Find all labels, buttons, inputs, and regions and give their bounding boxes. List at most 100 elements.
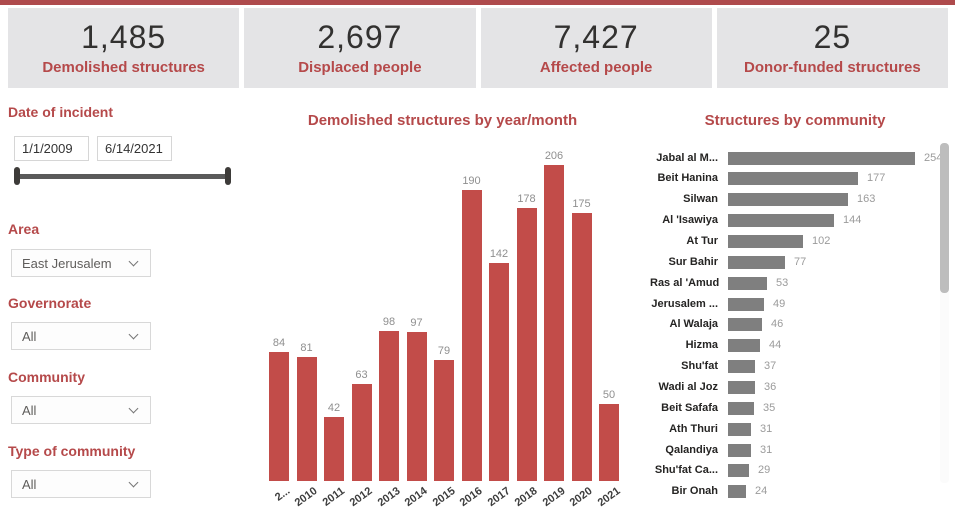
bar-value-label: 46 bbox=[771, 318, 784, 331]
community-row: Jabal al M... 254 bbox=[650, 148, 955, 169]
community-bar[interactable] bbox=[728, 339, 760, 353]
kpi-card-demolished: 1,485 Demolished structures bbox=[8, 8, 240, 88]
slider-handle-left[interactable] bbox=[14, 167, 20, 185]
year-bar[interactable] bbox=[406, 332, 427, 481]
community-bar[interactable] bbox=[728, 214, 834, 228]
community-bar[interactable] bbox=[728, 360, 755, 374]
community-bar[interactable] bbox=[728, 401, 754, 415]
x-axis-label: 2... bbox=[272, 485, 293, 504]
community-name-label: Beit Hanina bbox=[657, 172, 718, 185]
bar-value-label: 42 bbox=[327, 402, 341, 414]
type-of-community-dropdown[interactable]: All bbox=[11, 470, 151, 498]
year-bar[interactable] bbox=[599, 404, 619, 481]
kpi-cards-row: 1,485 Demolished structures 2,697 Displa… bbox=[8, 8, 948, 88]
kpi-value: 25 bbox=[813, 18, 852, 55]
community-row: Qalandiya 31 bbox=[650, 440, 955, 461]
community-row: Silwan 163 bbox=[650, 189, 955, 210]
community-name-label: Ras al 'Amud bbox=[650, 276, 720, 289]
x-axis-label: 2017 bbox=[485, 485, 513, 510]
x-axis-label: 2014 bbox=[402, 485, 430, 510]
x-axis-label: 2016 bbox=[457, 485, 485, 510]
date-range-slider[interactable] bbox=[14, 167, 231, 185]
community-bar[interactable] bbox=[728, 297, 764, 311]
bar-value-label: 254 bbox=[924, 151, 943, 164]
scrollbar-thumb[interactable] bbox=[940, 143, 949, 293]
top-accent-bar bbox=[0, 0, 955, 5]
community-bar[interactable] bbox=[728, 318, 762, 332]
bar-value-label: 178 bbox=[517, 193, 536, 205]
governorate-dropdown-value: All bbox=[22, 328, 37, 344]
year-bar[interactable] bbox=[571, 213, 592, 481]
year-bar[interactable] bbox=[434, 360, 454, 481]
kpi-label: Donor-funded structures bbox=[744, 59, 921, 77]
slider-handle-right[interactable] bbox=[225, 167, 231, 185]
chevron-down-icon bbox=[128, 403, 139, 413]
bar-value-label: 163 bbox=[857, 193, 876, 206]
community-bar[interactable] bbox=[728, 422, 751, 436]
community-name-label: Al Walaja bbox=[669, 318, 719, 331]
year-bar[interactable] bbox=[379, 331, 399, 481]
community-bar[interactable] bbox=[728, 380, 755, 394]
bar-value-label: 31 bbox=[760, 443, 773, 456]
x-axis-label: 2019 bbox=[540, 485, 568, 510]
area-dropdown[interactable]: East Jerusalem bbox=[11, 249, 151, 277]
bar-value-label: 206 bbox=[544, 150, 564, 162]
x-axis-label: 2020 bbox=[567, 485, 595, 510]
community-bar[interactable] bbox=[728, 235, 803, 248]
community-row: Jerusalem ... 49 bbox=[650, 294, 955, 315]
community-bar[interactable] bbox=[728, 443, 751, 457]
date-start-input[interactable] bbox=[14, 136, 89, 161]
community-name-label: Al 'Isawiya bbox=[662, 214, 718, 227]
kpi-label: Displaced people bbox=[298, 59, 422, 77]
governorate-label: Governorate bbox=[8, 295, 92, 311]
year-bar[interactable] bbox=[516, 208, 537, 481]
community-row: Bir Onah 24 bbox=[650, 481, 955, 502]
year-bar[interactable] bbox=[269, 352, 289, 481]
year-bar[interactable] bbox=[351, 384, 372, 481]
x-axis-label: 2011 bbox=[320, 485, 348, 509]
governorate-dropdown[interactable]: All bbox=[11, 322, 151, 350]
kpi-card-donor-funded: 25 Donor-funded structures bbox=[716, 8, 948, 88]
date-range-inputs bbox=[14, 136, 172, 161]
community-name-label: Shu'fat bbox=[681, 360, 718, 373]
bar-value-label: 177 bbox=[867, 172, 886, 185]
community-dropdown[interactable]: All bbox=[11, 396, 151, 424]
community-name-label: Bir Onah bbox=[671, 485, 718, 498]
community-bar[interactable] bbox=[728, 193, 848, 207]
year-bar[interactable] bbox=[296, 357, 317, 481]
community-row: Ras al 'Amud 53 bbox=[650, 273, 955, 294]
community-bar[interactable] bbox=[728, 151, 915, 165]
kpi-card-affected: 7,427 Affected people bbox=[480, 8, 712, 88]
date-end-input[interactable] bbox=[97, 136, 172, 161]
chevron-down-icon bbox=[128, 477, 139, 487]
year-bar[interactable] bbox=[324, 417, 344, 481]
year-bar[interactable] bbox=[544, 165, 564, 481]
bar-value-label: 81 bbox=[300, 342, 313, 354]
community-row: Al 'Isawiya 144 bbox=[650, 210, 955, 231]
x-axis-label: 2018 bbox=[512, 485, 540, 510]
bar-value-label: 35 bbox=[763, 401, 776, 414]
community-name-label: Qalandiya bbox=[665, 443, 718, 456]
bar-value-label: 98 bbox=[382, 316, 396, 328]
community-bar[interactable] bbox=[728, 485, 746, 499]
community-row: Beit Hanina 177 bbox=[650, 168, 955, 189]
community-name-label: Jerusalem ... bbox=[651, 297, 718, 310]
community-name-label: Silwan bbox=[683, 193, 718, 206]
area-dropdown-value: East Jerusalem bbox=[22, 255, 112, 271]
kpi-value: 2,697 bbox=[317, 18, 403, 55]
community-bar[interactable] bbox=[728, 276, 767, 290]
community-name-label: Hizma bbox=[685, 339, 718, 352]
chevron-down-icon bbox=[128, 256, 139, 266]
community-bar[interactable] bbox=[728, 464, 749, 478]
community-bar[interactable] bbox=[728, 172, 858, 186]
community-row: Shu'fat 37 bbox=[650, 356, 955, 377]
bar-value-label: 84 bbox=[272, 337, 286, 349]
year-bar[interactable] bbox=[461, 190, 482, 481]
year-bar[interactable] bbox=[489, 263, 509, 481]
community-row: Wadi al Joz 36 bbox=[650, 377, 955, 398]
community-name-label: Jabal al M... bbox=[656, 151, 718, 164]
scrollbar-track[interactable] bbox=[940, 143, 949, 483]
slider-track[interactable] bbox=[14, 174, 231, 179]
community-bar[interactable] bbox=[728, 255, 785, 269]
